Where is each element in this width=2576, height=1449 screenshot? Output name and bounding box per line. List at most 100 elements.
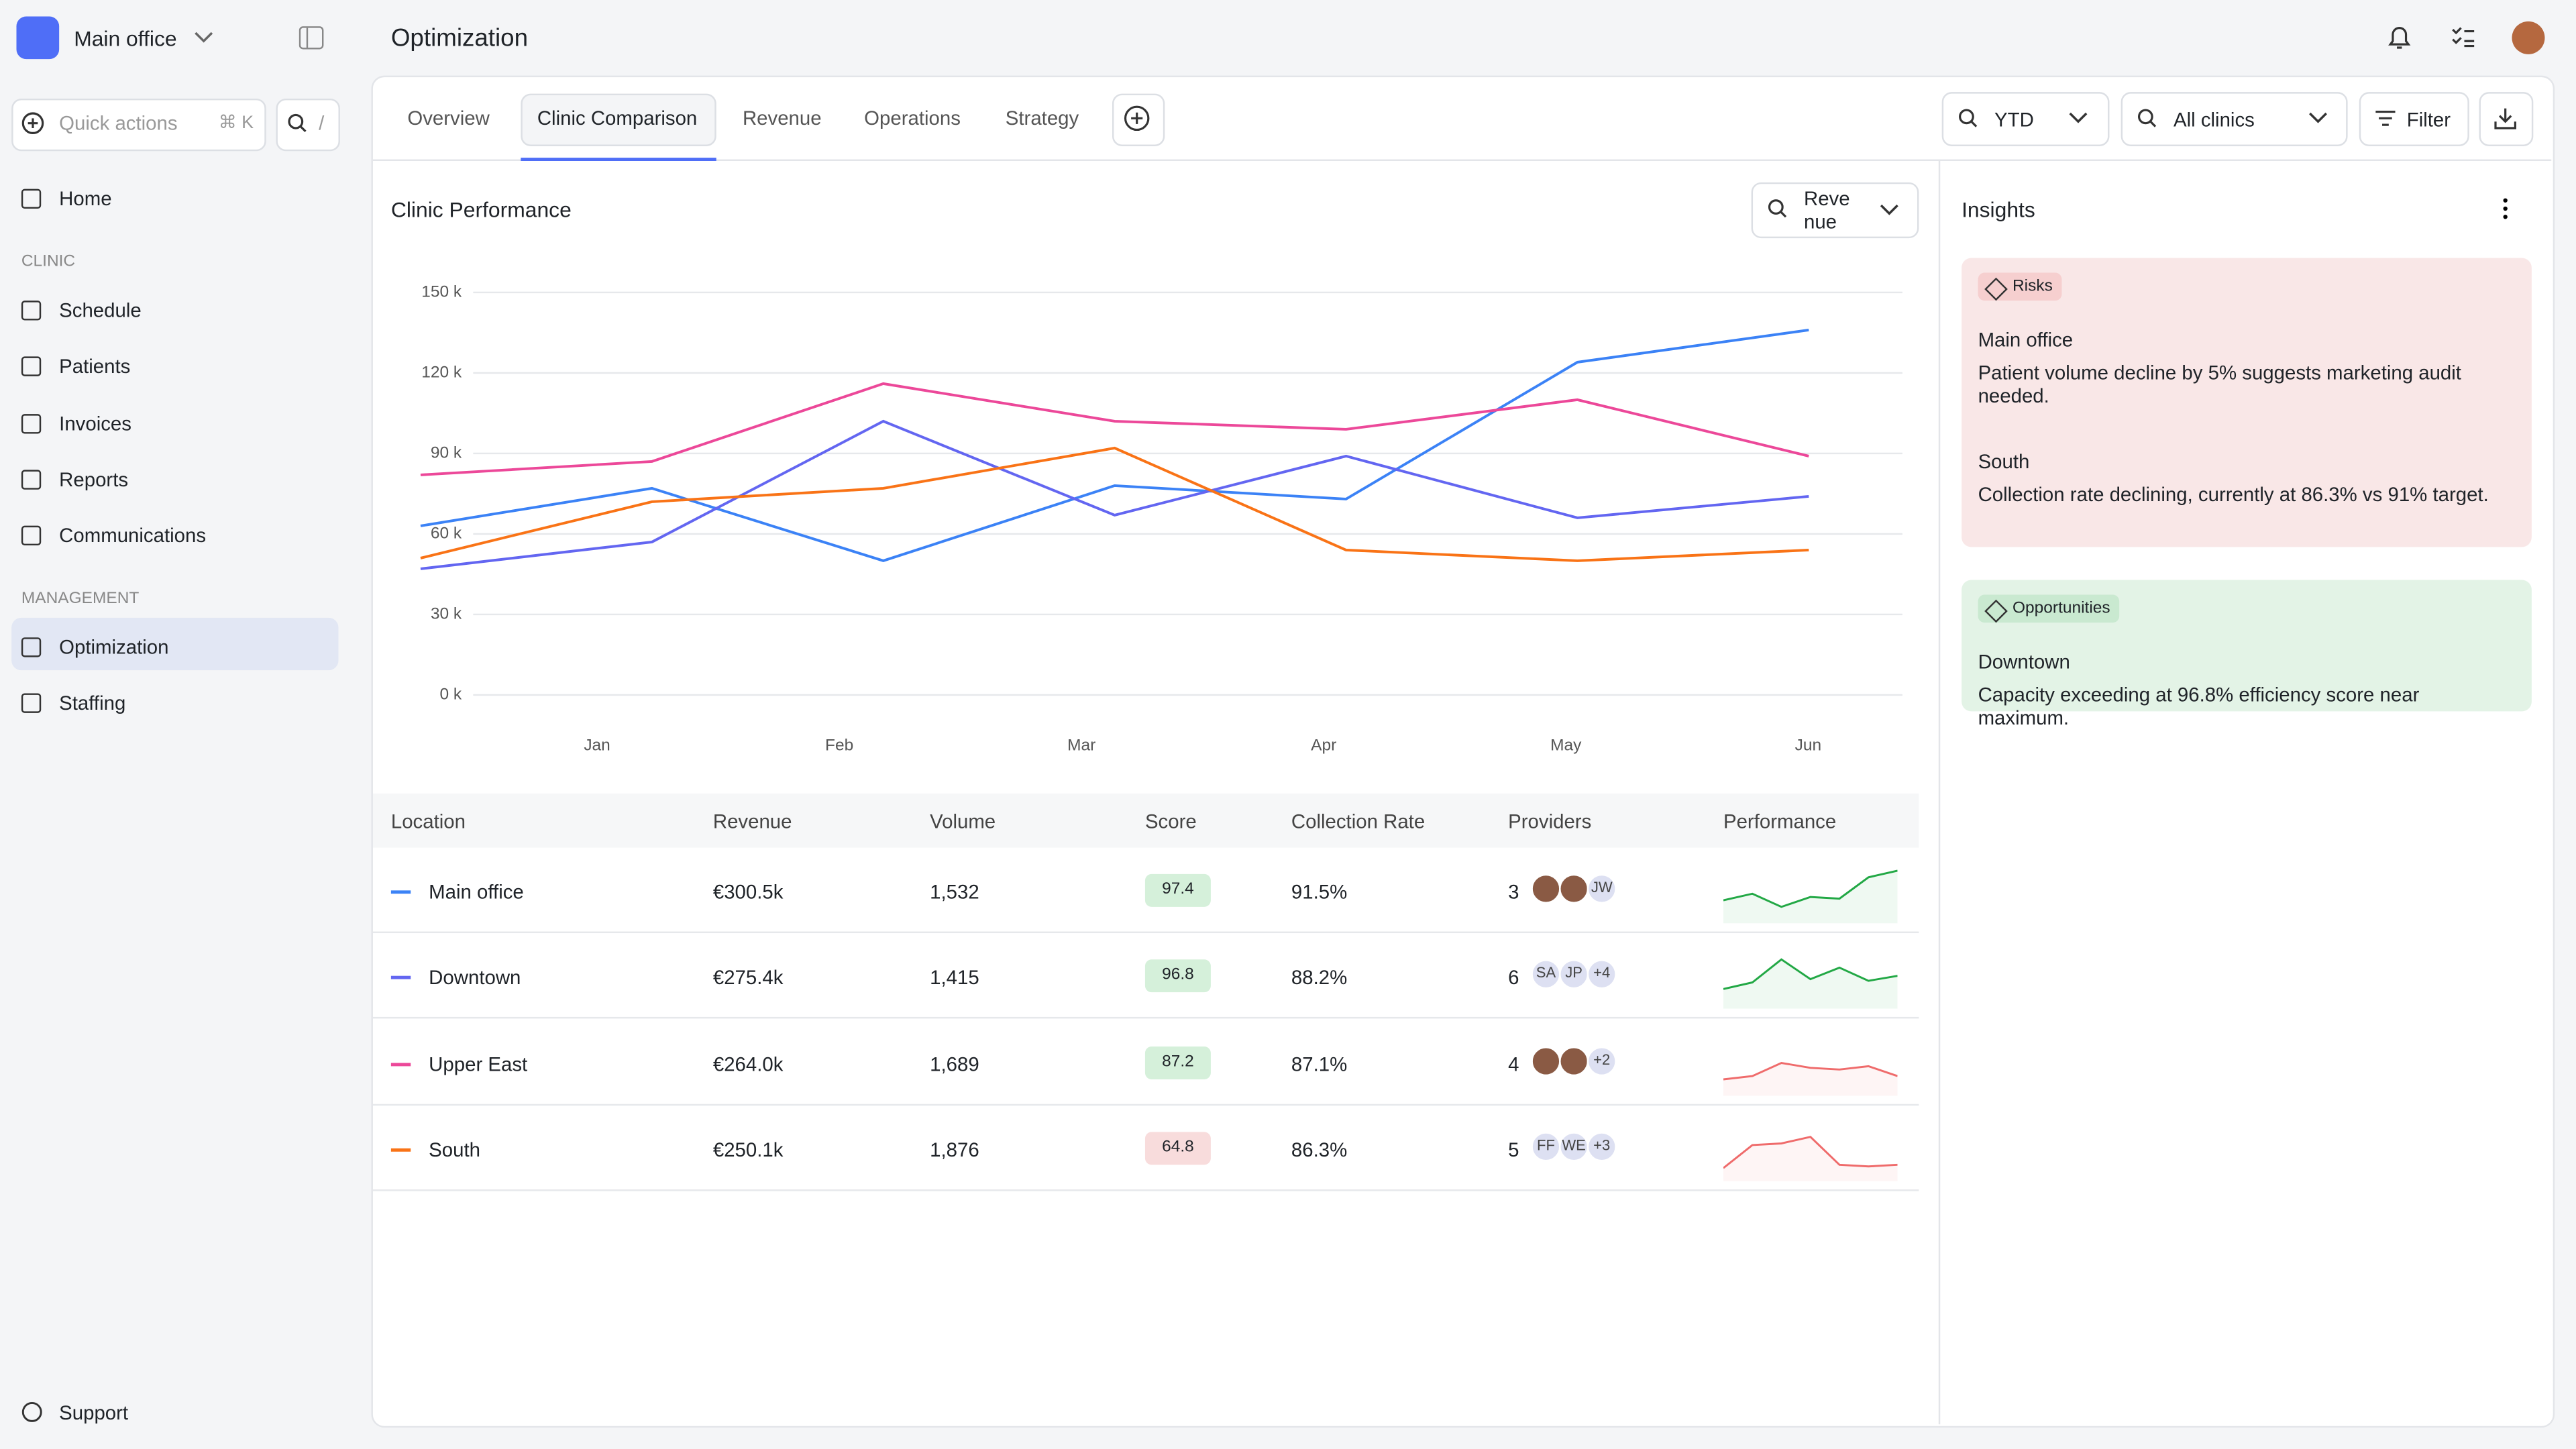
help-icon bbox=[21, 1401, 42, 1422]
plus-icon bbox=[1124, 105, 1150, 131]
sparkline-line bbox=[1723, 869, 1898, 908]
table-header bbox=[372, 793, 1919, 848]
nav-item[interactable]: Schedule bbox=[59, 299, 142, 323]
insight-tag: Opportunities bbox=[1978, 594, 2121, 623]
shortcut: ⌘ K bbox=[218, 113, 254, 133]
search[interactable] bbox=[276, 98, 340, 152]
nav-icon bbox=[21, 636, 42, 657]
avatar: +2 bbox=[1587, 1046, 1617, 1076]
metric-select[interactable] bbox=[1751, 182, 1919, 239]
nav-item[interactable]: Home bbox=[59, 187, 112, 211]
sparkline-line bbox=[1723, 1135, 1898, 1169]
chevron bbox=[2069, 112, 2088, 123]
avatar bbox=[1559, 873, 1589, 904]
column-header: Performance bbox=[1723, 810, 1837, 833]
x-tick-label: May bbox=[1550, 736, 1582, 754]
sidebar-toggle[interactable] bbox=[299, 26, 324, 50]
nav-item[interactable]: Reports bbox=[59, 468, 129, 491]
quick-actions[interactable] bbox=[11, 98, 266, 152]
search-icon bbox=[1768, 199, 1787, 218]
nav-item[interactable]: Communications bbox=[59, 524, 207, 547]
clinic-select[interactable] bbox=[2121, 92, 2348, 146]
avatar bbox=[1559, 1046, 1589, 1076]
clinics: All clinics bbox=[2174, 108, 2255, 131]
y-tick-label: 120 k bbox=[421, 363, 462, 381]
series-line bbox=[420, 419, 1809, 570]
tasks[interactable] bbox=[2451, 26, 2476, 48]
search-icon bbox=[2137, 109, 2157, 127]
chevron bbox=[2309, 112, 2327, 123]
tab[interactable]: Operations bbox=[864, 107, 961, 130]
volume: 1,415 bbox=[930, 966, 979, 990]
y-tick-label: 60 k bbox=[431, 524, 462, 542]
sparkline-line bbox=[1723, 1061, 1898, 1080]
score: 87.2 bbox=[1162, 1052, 1194, 1071]
x-tick-label: Apr bbox=[1311, 736, 1336, 754]
x-tick-label: Jan bbox=[584, 736, 610, 754]
tab[interactable]: Strategy bbox=[1005, 107, 1079, 130]
workspace[interactable]: Main office bbox=[74, 26, 177, 51]
insight-text: Collection rate declining, currently at … bbox=[1978, 483, 2489, 506]
collection-rate: 88.2% bbox=[1291, 966, 1348, 990]
logo[interactable] bbox=[16, 16, 60, 60]
column-header: Score bbox=[1144, 810, 1197, 833]
score: 97.4 bbox=[1162, 880, 1194, 899]
score-badge bbox=[1144, 959, 1211, 993]
section-label: MANAGEMENT bbox=[21, 588, 140, 607]
volume: 1,876 bbox=[930, 1138, 979, 1162]
column-header: Collection Rate bbox=[1291, 810, 1426, 833]
location: Downtown bbox=[429, 966, 521, 990]
volume: 1,689 bbox=[930, 1052, 979, 1076]
column-header: Volume bbox=[930, 810, 996, 833]
row-divider bbox=[372, 1017, 1919, 1020]
divider bbox=[1938, 161, 1941, 1425]
sparkline-area bbox=[1723, 1136, 1898, 1181]
tab-underline bbox=[521, 158, 716, 162]
nav-item[interactable]: Optimization bbox=[59, 635, 169, 658]
tab[interactable]: Overview bbox=[407, 107, 490, 130]
chevron bbox=[195, 32, 213, 43]
nav-icon bbox=[21, 301, 42, 321]
nav-item[interactable]: Staffing bbox=[59, 691, 126, 714]
revenue: €275.4k bbox=[712, 966, 784, 990]
column-header: Providers bbox=[1508, 810, 1592, 833]
section-label: CLINIC bbox=[21, 253, 76, 272]
nav-icon bbox=[21, 526, 42, 546]
nav-icon bbox=[21, 692, 42, 713]
y-tick-label: 150 k bbox=[421, 282, 462, 301]
page-title: Optimization bbox=[390, 24, 529, 53]
avatar: SA bbox=[1531, 959, 1561, 990]
add-tab[interactable] bbox=[1112, 93, 1165, 146]
nav-item[interactable]: Support bbox=[59, 1401, 129, 1425]
filter-button[interactable] bbox=[2359, 92, 2469, 146]
location: Upper East bbox=[429, 1052, 528, 1076]
active-tab[interactable] bbox=[521, 93, 716, 146]
bell[interactable] bbox=[2387, 25, 2412, 51]
more[interactable] bbox=[2500, 197, 2510, 220]
collection-rate: 91.5% bbox=[1291, 880, 1348, 904]
avatar bbox=[1531, 1046, 1561, 1076]
insight-text: Capacity exceeding at 96.8% efficiency s… bbox=[1978, 683, 2420, 730]
column-header: Revenue bbox=[712, 810, 792, 833]
nav-item[interactable]: Patients bbox=[59, 355, 131, 378]
avatar bbox=[1531, 873, 1561, 904]
period: YTD bbox=[1994, 108, 2034, 131]
user-avatar[interactable] bbox=[2512, 21, 2545, 54]
series-marker bbox=[390, 1062, 411, 1066]
sparkline bbox=[1723, 1135, 1898, 1181]
chevron bbox=[1880, 204, 1898, 215]
metric: Revenue bbox=[1803, 187, 1850, 233]
nav-item[interactable]: Invoices bbox=[59, 411, 131, 435]
avatar: +3 bbox=[1587, 1132, 1617, 1162]
avatar: +4 bbox=[1587, 959, 1617, 990]
divider bbox=[372, 159, 2552, 162]
x-tick-label: Feb bbox=[825, 736, 853, 754]
series-line bbox=[420, 382, 1809, 476]
tab[interactable]: Clinic Comparison bbox=[537, 107, 698, 130]
provider-count: 5 bbox=[1508, 1138, 1519, 1162]
sparkline bbox=[1723, 1061, 1898, 1095]
series-marker bbox=[390, 890, 411, 894]
location: South bbox=[429, 1138, 480, 1162]
sparkline bbox=[1723, 959, 1898, 1010]
tab[interactable]: Revenue bbox=[742, 107, 822, 130]
